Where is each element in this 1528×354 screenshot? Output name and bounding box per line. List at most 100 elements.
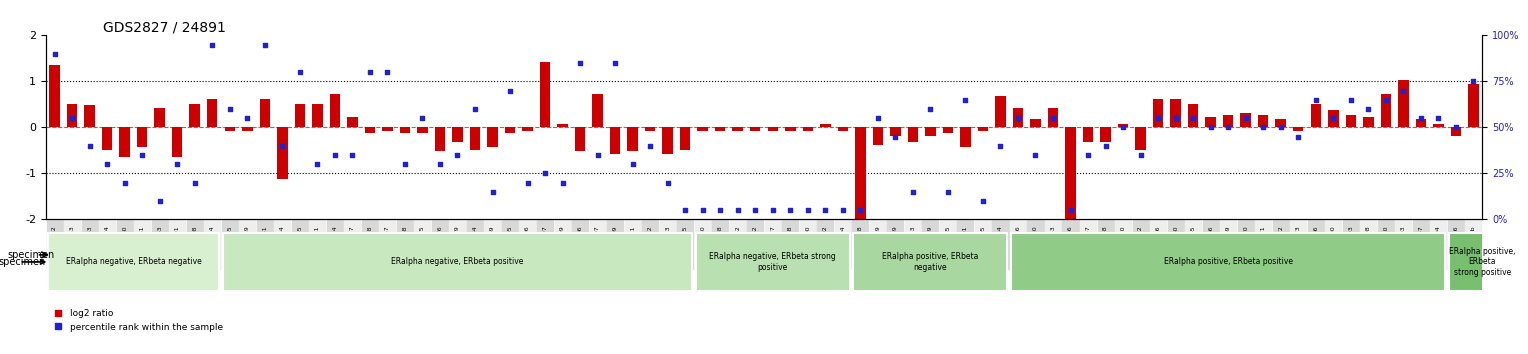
Point	[1181, 115, 1206, 121]
Bar	[802, 127, 813, 131]
Point	[393, 161, 417, 167]
FancyBboxPatch shape	[1449, 233, 1516, 291]
Point	[341, 152, 365, 158]
Bar	[1222, 115, 1233, 127]
Bar	[1328, 110, 1339, 127]
Point	[182, 180, 206, 185]
Bar	[715, 127, 726, 131]
Bar	[1206, 117, 1216, 127]
Point	[1390, 88, 1415, 93]
Point	[1251, 125, 1276, 130]
Point	[1268, 125, 1293, 130]
Bar	[1450, 127, 1461, 136]
Bar	[173, 127, 182, 157]
Point	[953, 97, 978, 103]
Text: specimen: specimen	[0, 257, 46, 267]
Bar	[504, 127, 515, 133]
Bar	[452, 127, 463, 142]
Point	[252, 42, 277, 47]
Point	[533, 171, 558, 176]
Point	[918, 106, 943, 112]
Text: specimen: specimen	[8, 250, 55, 260]
Bar	[102, 127, 113, 150]
Bar	[1276, 119, 1287, 127]
Bar	[1030, 119, 1041, 127]
Point	[1198, 125, 1222, 130]
FancyBboxPatch shape	[853, 233, 1007, 291]
Bar	[1258, 115, 1268, 127]
Bar	[891, 127, 900, 136]
Point	[866, 115, 891, 121]
Point	[848, 207, 872, 213]
Bar	[837, 127, 848, 131]
Bar	[856, 127, 865, 242]
Bar	[1135, 127, 1146, 149]
Point	[445, 152, 469, 158]
Bar	[750, 127, 761, 131]
Point	[620, 161, 645, 167]
Bar	[1152, 99, 1163, 127]
Bar	[960, 127, 970, 147]
Point	[970, 198, 995, 204]
Point	[900, 189, 924, 195]
Bar	[943, 127, 953, 133]
Point	[585, 152, 610, 158]
FancyBboxPatch shape	[1012, 233, 1445, 291]
Bar	[558, 124, 568, 127]
Bar	[1381, 94, 1390, 127]
Point	[726, 207, 750, 213]
Point	[813, 207, 837, 213]
Bar	[1083, 127, 1094, 142]
Bar	[628, 127, 637, 152]
Point	[217, 106, 241, 112]
Bar	[821, 124, 831, 127]
Text: ERalpha positive, ERbeta positive: ERalpha positive, ERbeta positive	[1164, 257, 1293, 267]
Bar	[645, 127, 656, 131]
Bar	[417, 127, 428, 133]
Point	[796, 207, 821, 213]
Bar	[995, 96, 1005, 127]
Point	[1374, 97, 1398, 103]
Point	[989, 143, 1013, 149]
Point	[60, 115, 84, 121]
Point	[1461, 79, 1485, 84]
Bar	[767, 127, 778, 131]
Bar	[434, 127, 445, 152]
Bar	[1293, 127, 1303, 131]
Bar	[924, 127, 935, 136]
Bar	[469, 127, 480, 149]
Point	[761, 207, 785, 213]
Point	[270, 143, 295, 149]
Bar	[84, 105, 95, 127]
FancyBboxPatch shape	[47, 233, 219, 291]
Bar	[347, 117, 358, 127]
Point	[1041, 115, 1065, 121]
Point	[1059, 207, 1083, 213]
Point	[883, 134, 908, 139]
Point	[550, 180, 575, 185]
Bar	[697, 127, 707, 131]
Point	[604, 60, 628, 66]
Point	[707, 207, 732, 213]
Bar	[593, 94, 604, 127]
Bar	[225, 127, 235, 131]
Legend: log2 ratio, percentile rank within the sample: log2 ratio, percentile rank within the s…	[50, 306, 228, 335]
Bar	[154, 108, 165, 127]
Point	[1146, 115, 1170, 121]
Point	[1322, 115, 1346, 121]
Bar	[400, 127, 410, 133]
Point	[235, 115, 260, 121]
Bar	[365, 127, 376, 133]
Point	[1339, 97, 1363, 103]
Bar	[382, 127, 393, 131]
Point	[43, 51, 67, 57]
Point	[1444, 125, 1468, 130]
Point	[130, 152, 154, 158]
Point	[1355, 106, 1380, 112]
Point	[428, 161, 452, 167]
Point	[1216, 125, 1241, 130]
Point	[1094, 143, 1118, 149]
Point	[165, 161, 189, 167]
FancyBboxPatch shape	[695, 233, 850, 291]
Bar	[138, 127, 147, 147]
